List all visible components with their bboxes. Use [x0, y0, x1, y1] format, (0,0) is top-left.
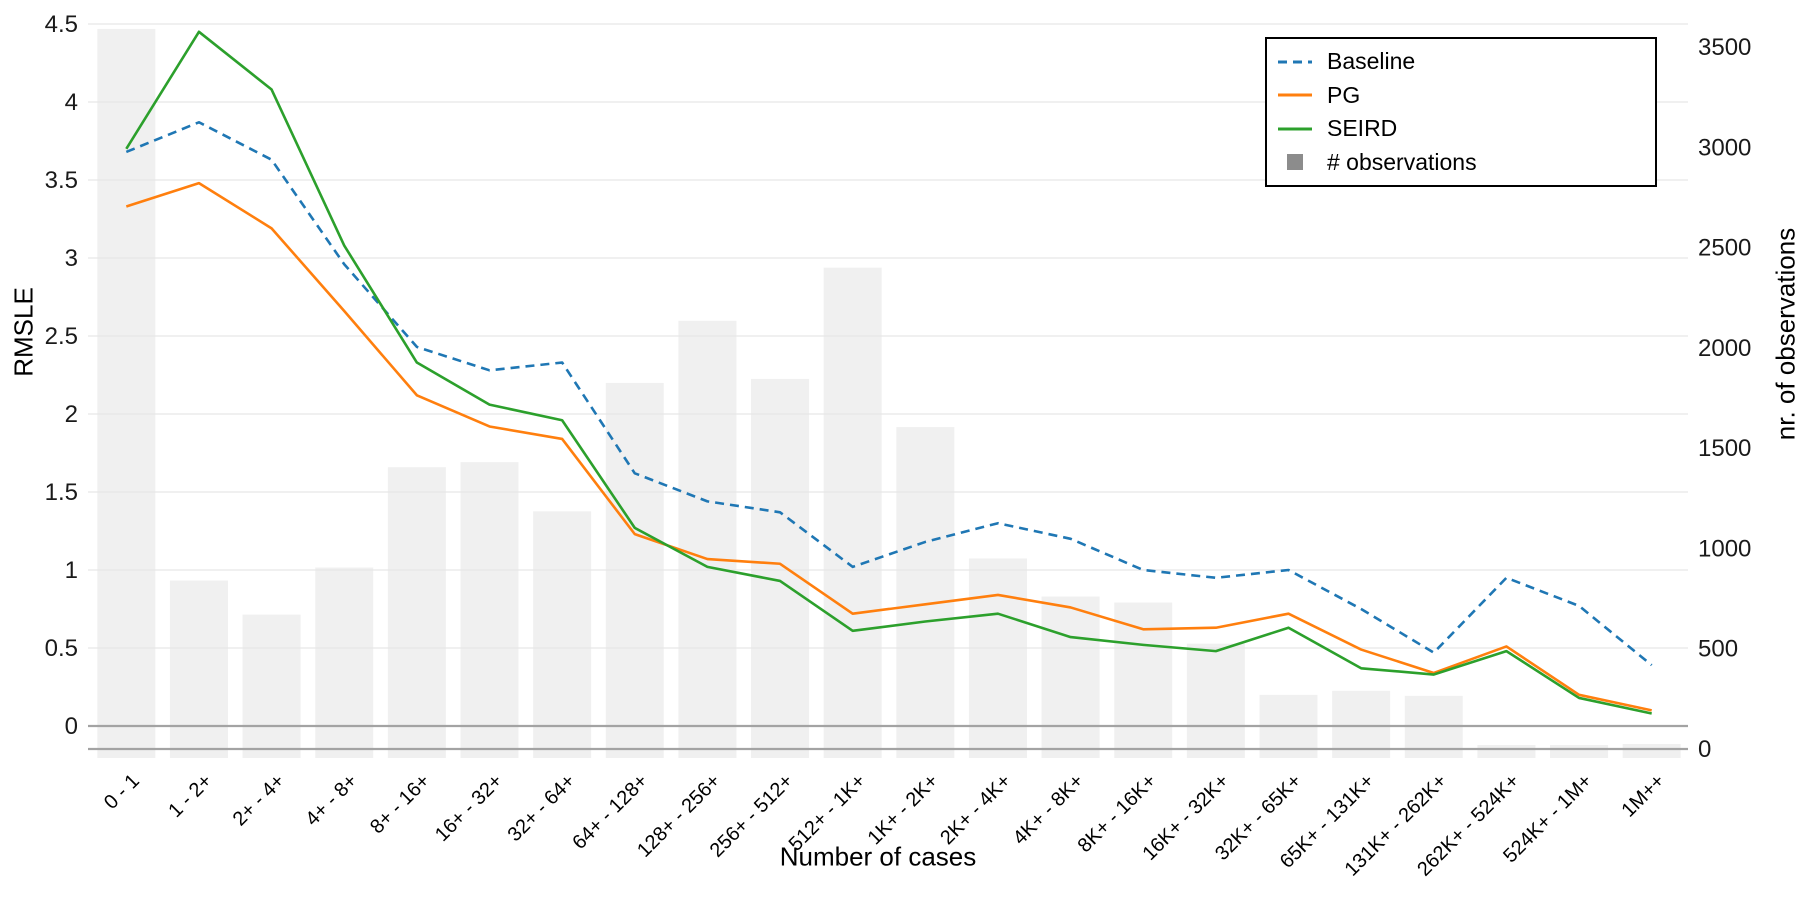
x-category-label: 4K+ - 8K+ [1009, 770, 1088, 849]
legend-item-baseline: Baseline [1277, 50, 1645, 73]
observation-bar [678, 320, 737, 758]
observation-bar [1041, 596, 1100, 758]
right-axis-tick-label: 2500 [1698, 235, 1751, 262]
left-axis-tick-label: 4.5 [45, 11, 78, 38]
left-axis-tick-label: 2.5 [45, 323, 78, 350]
observation-bar [1622, 743, 1681, 758]
observation-bar [1332, 690, 1391, 758]
left-axis-tick-label: 2 [65, 401, 78, 428]
left-axis-tick-label: 1 [65, 557, 78, 584]
left-axis-tick-label: 1.5 [45, 479, 78, 506]
pg-line [125, 181, 1652, 712]
legend-item-seird: SEIRD [1277, 117, 1645, 140]
observation-bar [460, 462, 519, 758]
observations-square-swatch [1277, 152, 1313, 172]
right-axis-title: nr. of observations [1770, 227, 1800, 441]
x-category-label: 0 - 1 [100, 770, 144, 814]
seird-line [125, 30, 1652, 715]
left-axis-tick-label: 4 [65, 89, 78, 116]
observation-bar [169, 580, 228, 758]
right-axis-tick-label: 1000 [1698, 535, 1751, 562]
left-axis-tick-label: 3 [65, 245, 78, 272]
legend-label-observations: # observations [1327, 148, 1477, 175]
right-axis-tick-label: 3000 [1698, 134, 1751, 161]
left-axis-tick-label: 0 [65, 713, 78, 740]
x-category-label: 2+ - 4+ [229, 770, 289, 830]
observation-bar [823, 267, 882, 758]
legend-label-baseline: Baseline [1327, 48, 1416, 75]
legend-item-pg: PG [1277, 81, 1645, 108]
left-axis-title: RMSLE [8, 287, 39, 377]
observation-bar [1550, 744, 1609, 758]
x-category-label: 1M++ [1617, 770, 1669, 822]
right-axis-tick-label: 1500 [1698, 435, 1751, 462]
observation-bar [242, 614, 301, 758]
baseline-dashed-line-swatch [1277, 52, 1313, 72]
observation-bar [1186, 643, 1245, 758]
legend: Baseline PG SEIRD # observations [1265, 37, 1657, 187]
x-category-label: 2K+ - 4K+ [936, 770, 1015, 849]
x-category-label: 4+ - 8+ [301, 770, 361, 830]
pg-line-swatch [1277, 85, 1313, 105]
legend-label-seird: SEIRD [1327, 115, 1398, 142]
right-axis-tick-label: 3500 [1698, 34, 1751, 61]
observation-bar [968, 558, 1027, 758]
observation-bar [896, 427, 955, 758]
x-category-label: 1K+ - 2K+ [864, 770, 943, 849]
left-axis-tick-label: 3.5 [45, 167, 78, 194]
observation-bar [1477, 744, 1536, 758]
x-category-label: 1 - 2+ [164, 770, 216, 822]
legend-item-observations: # observations [1277, 148, 1645, 175]
observation-bar [387, 467, 446, 758]
right-axis-tick-label: 500 [1698, 636, 1738, 663]
observation-bar [97, 28, 156, 759]
seird-line-swatch [1277, 119, 1313, 139]
x-category-label: 32+ - 64+ [504, 770, 580, 846]
x-axis-title: Number of cases [779, 841, 977, 872]
observation-bar [533, 511, 592, 758]
observation-bar [1114, 602, 1173, 758]
x-category-label: 16+ - 32+ [431, 770, 507, 846]
observation-bar [315, 567, 374, 758]
right-axis-tick-label: 0 [1698, 736, 1711, 763]
legend-label-pg: PG [1327, 81, 1361, 108]
observation-bar [751, 378, 810, 758]
left-axis-tick-label: 0.5 [45, 635, 78, 662]
x-category-label: 8+ - 16+ [366, 770, 434, 838]
right-axis-tick-label: 2000 [1698, 335, 1751, 362]
